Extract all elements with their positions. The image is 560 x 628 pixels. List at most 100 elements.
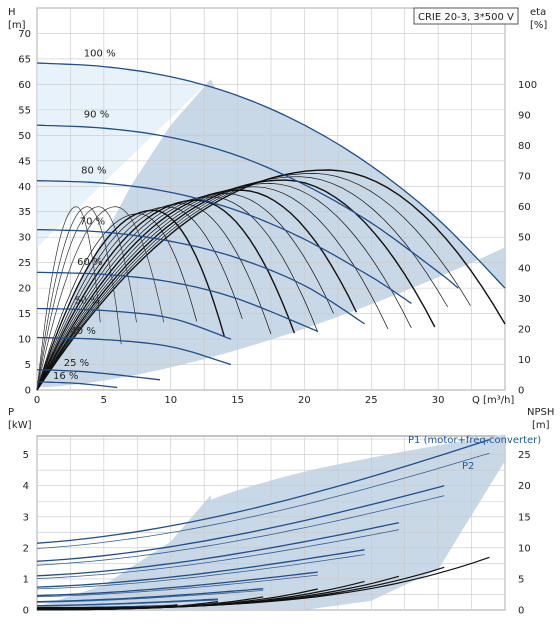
- power-curve: [36, 554, 365, 590]
- q-tick-label: 5: [101, 395, 107, 406]
- eta-curve: [36, 189, 358, 391]
- speed-label: 70 %: [80, 216, 105, 227]
- npsh-tick-label: 15: [518, 512, 531, 523]
- power-curve: [36, 529, 399, 579]
- power-curve: [36, 590, 264, 603]
- hq-curve: [36, 307, 232, 340]
- speed-label: 60 %: [77, 257, 102, 268]
- h-tick-label: 65: [18, 54, 31, 65]
- hq-curve: [36, 124, 459, 289]
- h-axis-unit: [m]: [8, 20, 26, 31]
- title-box: [413, 7, 519, 25]
- q-tick-label: 30: [432, 395, 445, 406]
- eta-curve: [36, 206, 137, 391]
- hq-curve: [36, 336, 232, 366]
- h-tick-label: 55: [18, 105, 31, 116]
- p2-label: P2: [462, 461, 474, 472]
- eta-tick-label: 40: [518, 263, 531, 274]
- power-curve: [36, 588, 264, 603]
- h-tick-label: 35: [18, 207, 31, 218]
- speed-label: 80 %: [81, 166, 106, 177]
- power-curve: [36, 599, 219, 607]
- npsh-tick-label: 5: [518, 574, 524, 585]
- q-axis-label: Q [m³/h]: [472, 395, 514, 406]
- eta-tick-label: 70: [518, 172, 531, 183]
- eta-axis-name: eta: [530, 7, 546, 18]
- light-area: [37, 63, 211, 390]
- p1-label: P1 (motor+freq.converter): [408, 435, 541, 446]
- h-tick-label: 10: [18, 335, 31, 346]
- p-tick-label: 3: [23, 512, 29, 523]
- hq-curve: [36, 228, 365, 325]
- power-curves: [36, 438, 490, 611]
- npsh-axis-name: NPSH: [527, 407, 554, 418]
- eta-curve: [36, 206, 101, 391]
- power-npsh-panel: 0 1 2 3 4 5 0 5 10 15 20 25: [23, 434, 531, 617]
- h-tick-label: 20: [18, 284, 31, 295]
- eta-tick-label: 80: [518, 141, 531, 152]
- power-curve: [36, 485, 445, 562]
- p-axis-unit: [kW]: [8, 420, 32, 431]
- q-tick-label: 25: [365, 395, 378, 406]
- p-tick-label: 2: [23, 543, 29, 554]
- h-tick-label: 15: [18, 309, 31, 320]
- power-curve: [36, 495, 445, 566]
- p-tick-label: 0: [23, 606, 29, 617]
- h-tick-label: 25: [18, 258, 31, 269]
- p-axis-name: P: [8, 407, 14, 418]
- h-tick-label: 70: [18, 29, 31, 40]
- power-curve: [36, 549, 365, 588]
- eta-curve: [36, 206, 122, 391]
- chart-title: CRIE 20-3, 3*500 V: [418, 12, 514, 23]
- power-curve: [36, 574, 318, 598]
- eta-tick-label: 30: [518, 294, 531, 305]
- h-tick-label: 5: [25, 360, 31, 371]
- npsh-curves: [37, 556, 490, 611]
- h-axis-name: H: [8, 7, 16, 18]
- speed-label: 50 %: [74, 295, 99, 306]
- npsh-curve: [37, 604, 178, 611]
- q-tick-label: 0: [34, 395, 40, 406]
- power-curve: [36, 571, 318, 597]
- eta-curve: [36, 206, 243, 391]
- hq-eta-panel: 100 % 90 % 80 % 70 % 60 % 50 % 40 % 25 % 16 % 0 5 1…: [18, 7, 537, 406]
- h-tick-label: 60: [18, 80, 31, 91]
- npsh-axis-unit: [m]: [532, 420, 550, 431]
- eta-tick-label: 10: [518, 355, 531, 366]
- npsh-tick-label: 0: [518, 606, 524, 617]
- hq-curve: [36, 271, 319, 332]
- eta-curves: [36, 169, 506, 391]
- q-tick-label: 20: [298, 395, 311, 406]
- hq-curve: [36, 62, 506, 289]
- speed-label: 90 %: [84, 110, 109, 121]
- speed-label: 40 %: [70, 326, 95, 337]
- speed-label: 25 %: [64, 358, 89, 369]
- q-tick-label: 10: [164, 395, 177, 406]
- h-tick-label: 50: [18, 131, 31, 142]
- npsh-tick-label: 25: [518, 450, 531, 461]
- h-tick-label: 45: [18, 156, 31, 167]
- eta-tick-label: 90: [518, 110, 531, 121]
- power-curve: [36, 452, 490, 549]
- h-tick-label: 30: [18, 233, 31, 244]
- hq-curve: [37, 381, 118, 389]
- h-tick-label: 0: [25, 386, 31, 397]
- eta-tick-label: 20: [518, 324, 531, 335]
- eta-tick-label: 100: [518, 80, 537, 91]
- eta-tick-label: 0: [518, 386, 524, 397]
- hq-curve: [36, 368, 161, 381]
- q-tick-label: 15: [231, 395, 244, 406]
- power-curve: [36, 438, 490, 544]
- p-tick-label: 5: [23, 450, 29, 461]
- eta-axis-unit: [%]: [530, 20, 547, 31]
- eta-tick-label: 60: [518, 202, 531, 213]
- hq-curve: [36, 180, 412, 304]
- eta-curve: [36, 209, 225, 391]
- npsh-tick-label: 20: [518, 481, 531, 492]
- p-tick-label: 4: [23, 481, 29, 492]
- p-tick-label: 1: [23, 574, 29, 585]
- power-curve: [36, 522, 400, 577]
- h-tick-label: 40: [18, 182, 31, 193]
- eta-curve: [36, 206, 165, 391]
